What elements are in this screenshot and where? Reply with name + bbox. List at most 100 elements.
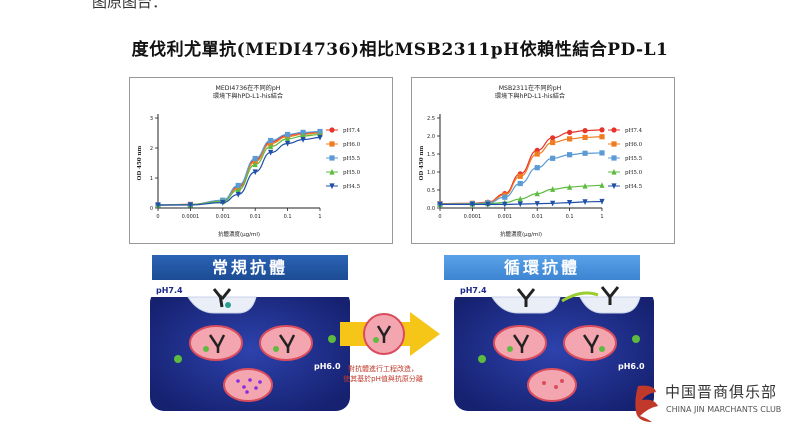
series-pH55: pH5.5 bbox=[437, 150, 643, 207]
data-point bbox=[567, 136, 573, 142]
legend-label: pH5.5 bbox=[625, 156, 643, 162]
x-tick-label: 0 bbox=[438, 214, 441, 220]
data-point bbox=[517, 195, 523, 202]
y-tick-label: 1.0 bbox=[427, 170, 435, 176]
data-point bbox=[567, 200, 573, 206]
data-point bbox=[599, 150, 605, 156]
cut-off-header-text: 图原图台： bbox=[92, 0, 168, 11]
data-point bbox=[534, 201, 540, 207]
data-point bbox=[252, 155, 258, 162]
x-tick-label: 0.0001 bbox=[464, 214, 482, 220]
data-point bbox=[567, 184, 573, 190]
data-point bbox=[268, 137, 274, 144]
series-pH60: pH6.0 bbox=[437, 134, 643, 207]
x-axis-label: 抗體濃度(μg/ml) bbox=[218, 230, 260, 238]
lysosome bbox=[223, 368, 273, 402]
data-point bbox=[300, 137, 306, 143]
engineering-caption: 對抗體進行工程改造， 使其基於pH值與抗原分離 bbox=[336, 364, 430, 384]
data-point bbox=[582, 134, 588, 141]
x-tick-label: 1 bbox=[600, 214, 603, 220]
data-point bbox=[517, 201, 523, 208]
data-point bbox=[235, 182, 241, 189]
ph74-label: pH7.4 bbox=[156, 286, 183, 295]
data-point bbox=[517, 173, 523, 179]
legend-label: pH4.5 bbox=[625, 184, 643, 190]
data-point bbox=[599, 198, 605, 205]
legend-label: pH7.4 bbox=[625, 128, 643, 134]
series-pH60: pH6.0 bbox=[155, 130, 361, 208]
data-point bbox=[252, 169, 258, 176]
data-point bbox=[550, 155, 556, 161]
data-point bbox=[317, 134, 323, 141]
series-line bbox=[439, 129, 603, 205]
club-logo: 中国晋商俱乐部 CHINA JIN MARCHANTS CLUB bbox=[632, 378, 800, 428]
y-axis-label: OD 450 nm bbox=[419, 145, 425, 180]
x-tick-label: 0 bbox=[156, 214, 159, 220]
x-tick-label: 0.001 bbox=[498, 214, 512, 220]
chart-title-line: 環境下與hPD-L1-his結合 bbox=[495, 92, 565, 100]
data-point bbox=[502, 194, 508, 200]
data-point bbox=[582, 199, 588, 205]
y-tick-label: 3 bbox=[150, 116, 153, 122]
y-tick-label: 2.5 bbox=[427, 116, 435, 122]
chart-title-line: 環境下與hPD-L1-his結合 bbox=[213, 92, 283, 100]
chart-panel-msb2311: MSB2311在不同的pH 環境下與hPD-L1-his結合 0.0 0.5 1.0 1.… bbox=[411, 77, 675, 244]
x-tick-label: 0.0001 bbox=[182, 214, 200, 220]
y-tick-label: 0 bbox=[150, 206, 153, 212]
x-tick-label: 0.001 bbox=[216, 214, 230, 220]
ph60-label: pH6.0 bbox=[618, 362, 645, 371]
y-tick-label: 0.5 bbox=[427, 188, 435, 194]
caption-line-2: 使其基於pH值與抗原分離 bbox=[343, 375, 423, 383]
ph60-label: pH6.0 bbox=[314, 362, 341, 371]
data-point bbox=[268, 143, 274, 150]
data-point bbox=[485, 201, 491, 208]
data-point bbox=[534, 165, 540, 171]
data-point bbox=[534, 190, 540, 197]
data-point bbox=[550, 186, 556, 192]
data-point bbox=[599, 182, 605, 188]
series-pH45: pH4.5 bbox=[437, 183, 643, 208]
data-point bbox=[599, 134, 605, 140]
series-line bbox=[439, 136, 603, 205]
data-point bbox=[187, 202, 193, 209]
data-point bbox=[582, 128, 588, 134]
page-title: 度伐利尤單抗(MEDI4736)相比MSB2311pH依賴性結合PD-L1 bbox=[131, 40, 669, 60]
legend-label: pH7.4 bbox=[343, 128, 361, 134]
club-logo-mark-icon bbox=[635, 385, 658, 422]
lysosome bbox=[527, 368, 577, 402]
data-point bbox=[268, 149, 274, 156]
scene-recycling-antibody: pH7.4 pH6.0 bbox=[452, 283, 656, 413]
legend-label: pH6.0 bbox=[343, 142, 361, 148]
series-line bbox=[440, 200, 603, 205]
data-point bbox=[567, 152, 573, 158]
data-point bbox=[567, 129, 573, 135]
legend-label: pH5.5 bbox=[343, 156, 361, 162]
x-axis-label: 抗體濃度(μg/ml) bbox=[500, 230, 542, 238]
data-point bbox=[285, 131, 291, 138]
data-point bbox=[252, 161, 258, 168]
data-point bbox=[235, 186, 241, 193]
chart-title-line: MSB2311在不同的pH bbox=[499, 84, 562, 92]
data-point bbox=[437, 201, 443, 208]
club-name-cn: 中国晋商俱乐部 bbox=[665, 383, 778, 401]
legend-label: pH6.0 bbox=[625, 142, 643, 148]
data-point bbox=[517, 180, 523, 187]
data-point bbox=[582, 182, 588, 189]
y-tick-label: 1.5 bbox=[427, 152, 435, 158]
data-point bbox=[534, 151, 540, 157]
y-axis-label: OD 450 nm bbox=[137, 145, 143, 180]
data-point bbox=[300, 129, 306, 135]
legend-label: pH5.0 bbox=[625, 170, 643, 176]
club-name-en: CHINA JIN MARCHANTS CLUB bbox=[666, 405, 782, 414]
x-tick-label: 0.1 bbox=[284, 214, 292, 220]
y-tick-label: 2 bbox=[150, 146, 153, 152]
data-point bbox=[550, 200, 556, 207]
x-tick-label: 0.01 bbox=[250, 214, 261, 220]
series-pH45: pH4.5 bbox=[155, 134, 361, 209]
data-point bbox=[582, 150, 588, 156]
caption-line-1: 對抗體進行工程改造， bbox=[348, 365, 418, 373]
y-tick-label: 0.0 bbox=[427, 206, 435, 212]
data-point bbox=[599, 127, 605, 133]
y-tick-label: 1 bbox=[150, 176, 153, 182]
